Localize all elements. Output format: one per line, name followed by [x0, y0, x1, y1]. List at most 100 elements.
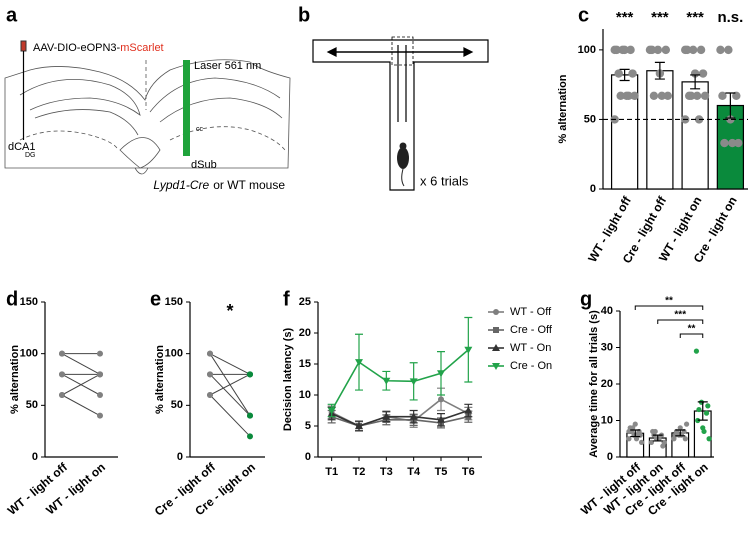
x-tick-label: T5 [435, 466, 448, 478]
region-label: DG [25, 152, 36, 159]
data-point [59, 350, 65, 357]
data-point [732, 91, 741, 100]
error-bar [652, 434, 663, 442]
data-point [638, 439, 645, 445]
data-point [701, 428, 707, 435]
data-point [632, 421, 638, 427]
data-point [628, 69, 637, 78]
legend-marker [493, 309, 499, 315]
data-point [698, 69, 708, 78]
data-point [648, 439, 655, 445]
data-marker [409, 412, 418, 420]
pair-line [209, 394, 251, 437]
data-point [688, 45, 698, 55]
pair-line [209, 373, 251, 417]
y-axis-label: % alternation [557, 74, 569, 143]
y-tick-label: 15 [299, 358, 311, 370]
y-tick-label: 0 [590, 183, 596, 195]
y-tick-label: 0 [177, 451, 183, 463]
data-point [616, 91, 625, 100]
data-point [728, 138, 737, 148]
y-tick-label: 25 [299, 296, 311, 308]
data-point [690, 69, 700, 78]
data-point [630, 425, 636, 431]
data-marker [438, 396, 444, 403]
y-tick-label: 150 [165, 296, 183, 308]
pair-line [209, 353, 251, 375]
y-tick-label: 30 [601, 341, 613, 353]
panel-letter: d [6, 288, 18, 310]
data-point [683, 421, 690, 427]
data-point [649, 91, 659, 100]
data-marker [327, 407, 336, 415]
significance-label: *** [686, 9, 704, 26]
data-point [734, 138, 743, 148]
data-marker [464, 346, 473, 354]
data-point [661, 45, 671, 55]
data-point [652, 428, 658, 435]
pair-line [209, 373, 251, 396]
x-tick-label: T2 [353, 466, 366, 478]
data-point [97, 392, 103, 398]
virus-label: AAV-DIO-eOPN3-mScarlet [33, 42, 164, 54]
y-tick-label: 5 [305, 420, 311, 432]
error-bar [697, 401, 708, 421]
data-point [612, 45, 621, 55]
y-tick-label: 40 [601, 305, 613, 317]
data-point [705, 403, 711, 409]
data-marker [355, 359, 363, 367]
significance-bracket [657, 319, 704, 324]
y-tick-label: 50 [26, 399, 38, 411]
y-tick-label: 150 [20, 296, 38, 308]
panel-letter: a [6, 4, 18, 26]
pair-line [61, 373, 101, 396]
data-point [59, 392, 65, 398]
data-marker [437, 415, 445, 423]
x-tick-label: T4 [407, 466, 421, 478]
panel-letter: b [298, 4, 310, 26]
optic-fiber [183, 60, 190, 156]
legend-marker [492, 363, 500, 370]
significance-bracket [634, 305, 704, 310]
data-point [718, 91, 727, 100]
virus-vial [20, 40, 27, 52]
series-line [330, 349, 469, 411]
panel-letter: c [578, 4, 589, 26]
data-point [59, 371, 65, 378]
data-point [247, 433, 253, 440]
series-line [331, 409, 469, 427]
error-bar [654, 61, 665, 80]
data-marker [382, 377, 391, 385]
y-tick-label: 20 [299, 327, 311, 339]
bar [646, 70, 674, 190]
data-point [686, 91, 696, 100]
y-tick-label: 50 [584, 113, 596, 125]
y-axis-label: % alternation [9, 345, 21, 414]
brain-diagram [4, 59, 291, 175]
data-point [207, 350, 213, 357]
significance-label: *** [674, 310, 686, 321]
significance-label: n.s. [717, 9, 743, 26]
data-point [696, 45, 706, 55]
pair-line [61, 394, 101, 417]
error-bar [690, 74, 701, 90]
panel-letter: e [150, 288, 161, 310]
x-tick-label: T6 [462, 466, 475, 478]
region-label: dCA1 [8, 141, 36, 153]
data-point [97, 412, 103, 419]
data-point [624, 91, 633, 100]
significance-label: ** [688, 324, 696, 335]
data-point [716, 45, 725, 55]
data-marker [409, 378, 418, 386]
data-point [695, 417, 701, 424]
legend-marker [492, 344, 500, 351]
t-maze [312, 36, 489, 191]
legend-label: WT - On [510, 342, 551, 354]
y-tick-label: 100 [165, 348, 183, 360]
data-point [626, 436, 632, 442]
data-point [626, 45, 635, 55]
legend-label: Cre - On [510, 360, 552, 372]
y-tick-label: 0 [305, 451, 311, 463]
data-marker [464, 406, 473, 414]
data-point [696, 406, 702, 413]
